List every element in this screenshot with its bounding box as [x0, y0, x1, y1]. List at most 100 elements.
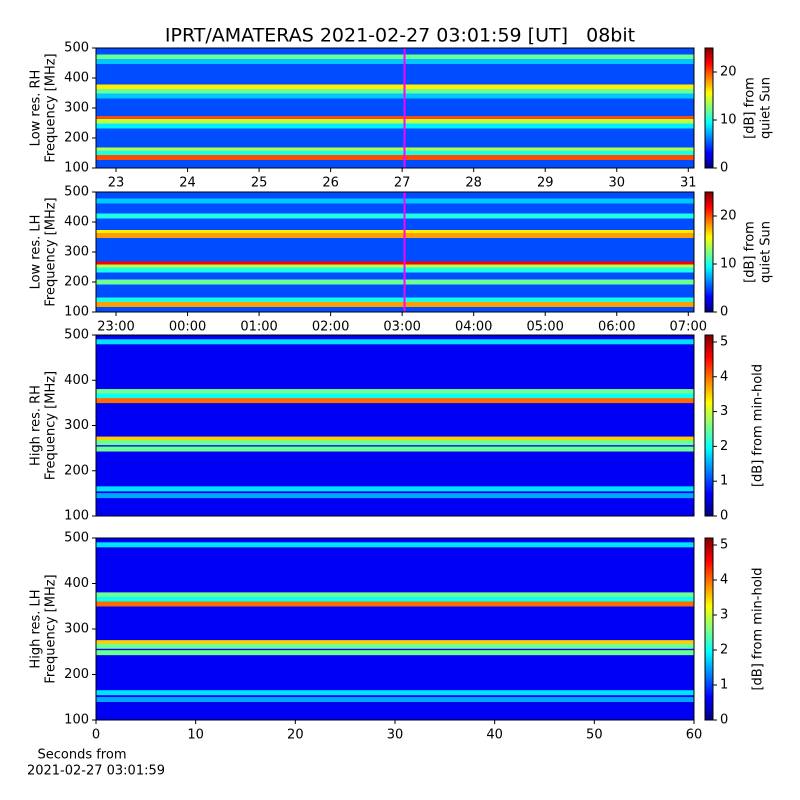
colorbar-tick-label: 20 [720, 209, 737, 224]
x-tick-label: 40 [486, 728, 503, 743]
heatmap-band [96, 261, 694, 267]
x-tick-label: 00:00 [169, 320, 206, 335]
y-tick-label: 300 [64, 418, 89, 433]
heatmap-band [96, 59, 694, 64]
heatmap-band [96, 233, 694, 238]
colorbar-tick-label: 2 [720, 643, 728, 658]
colorbar-tick-label: 3 [720, 608, 728, 623]
y-tick-label: 400 [64, 373, 89, 388]
colorbar-tick-label: 5 [720, 538, 728, 553]
x-tick-label: 50 [586, 728, 603, 743]
colorbar-label: [dB] from min-hold [751, 567, 766, 690]
y-tick-label: 100 [64, 305, 89, 320]
heatmap-band [96, 446, 694, 452]
colorbar-label: quiet Sun [759, 221, 774, 283]
x-tick-label: 05:00 [526, 320, 563, 335]
colorbar-tick-label: 0 [720, 713, 728, 728]
y-tick-label: 200 [64, 275, 89, 290]
heatmap-band [96, 89, 694, 94]
y-axis-label: Frequency [MHz] [44, 371, 59, 480]
heatmap-background [96, 335, 694, 516]
colorbar-label: quiet Sun [759, 77, 774, 139]
y-axis-label: High res. LH [29, 589, 44, 668]
x-tick-label: 23 [108, 176, 125, 191]
y-axis-label: High res. RH [29, 385, 44, 466]
heatmap-band [96, 198, 694, 204]
y-tick-label: 300 [64, 101, 89, 116]
colorbar-tick-label: 4 [720, 573, 728, 588]
heatmap-band [96, 279, 694, 285]
colorbar-tick-label: 1 [720, 678, 728, 693]
y-tick-label: 200 [64, 131, 89, 146]
heatmap-band [96, 643, 694, 649]
y-axis-label: Frequency [MHz] [44, 197, 59, 306]
colorbar-tick-label: 5 [720, 334, 728, 349]
x-tick-label: 20 [287, 728, 304, 743]
figure-title: IPRT/AMATERAS 2021-02-27 03:01:59 [UT] 0… [165, 25, 635, 47]
heatmap-band [96, 542, 694, 548]
y-tick-label: 400 [64, 215, 89, 230]
y-axis-label: Frequency [MHz] [44, 53, 59, 162]
colorbar [704, 191, 714, 313]
heatmap-band [96, 93, 694, 99]
y-axis-label: Low res. RH [29, 70, 44, 147]
heatmap-band [96, 213, 694, 219]
y-tick-label: 100 [64, 713, 89, 728]
colorbar-tick-label: 4 [720, 369, 728, 384]
heatmap-band [96, 155, 694, 160]
colorbar [704, 334, 714, 517]
heatmap-band [96, 440, 694, 446]
x-tick-label: 28 [465, 176, 482, 191]
colorbar-tick-label: 0 [720, 161, 728, 176]
heatmap-band [96, 389, 694, 395]
x-tick-label: 24 [179, 176, 196, 191]
x-tick-label: 10 [187, 728, 204, 743]
x-tick-label: 01:00 [240, 320, 277, 335]
x-tick-label: 29 [537, 176, 554, 191]
heatmap-band [96, 690, 694, 696]
heatmap-band [96, 596, 694, 602]
x-tick-label: 07:00 [670, 320, 707, 335]
x-axis-label: Seconds from [37, 748, 126, 763]
heatmap-band [96, 302, 694, 307]
heatmap-band [96, 297, 694, 303]
heatmap-band [96, 650, 694, 656]
heatmap-band [96, 640, 694, 646]
x-tick-label: 0 [92, 728, 100, 743]
heatmap-band [96, 486, 694, 492]
colorbar-label: [dB] from [743, 221, 758, 283]
heatmap-band [96, 150, 694, 156]
x-tick-label: 31 [680, 176, 697, 191]
y-tick-label: 300 [64, 245, 89, 260]
y-tick-label: 500 [64, 41, 89, 56]
y-tick-label: 400 [64, 576, 89, 591]
x-tick-label: 26 [322, 176, 339, 191]
y-tick-label: 500 [64, 531, 89, 546]
colorbar-tick-label: 1 [720, 474, 728, 489]
y-axis-label: Frequency [MHz] [44, 574, 59, 683]
colorbar-tick-label: 2 [720, 439, 728, 454]
x-tick-label: 23:00 [97, 320, 134, 335]
heatmap-band [96, 84, 694, 90]
colorbar-label: [dB] from min-hold [751, 364, 766, 487]
colorbar-tick-label: 0 [720, 305, 728, 320]
heatmap-band [96, 493, 694, 499]
heatmap-band [96, 601, 694, 607]
heatmap-band [96, 398, 694, 404]
heatmap-band [96, 147, 694, 153]
heatmap-band [96, 393, 694, 399]
x-tick-label: 02:00 [312, 320, 349, 335]
y-tick-label: 100 [64, 509, 89, 524]
colorbar-label: [dB] from [743, 77, 758, 139]
heatmap-background [96, 192, 694, 312]
heatmap-band [96, 116, 694, 121]
y-tick-label: 500 [64, 185, 89, 200]
colorbar [704, 47, 714, 169]
x-tick-label: 27 [394, 176, 411, 191]
colorbar [704, 537, 714, 721]
x-tick-label: 60 [686, 728, 703, 743]
colorbar-tick-label: 3 [720, 404, 728, 419]
heatmap-band [96, 123, 694, 129]
y-tick-label: 200 [64, 667, 89, 682]
